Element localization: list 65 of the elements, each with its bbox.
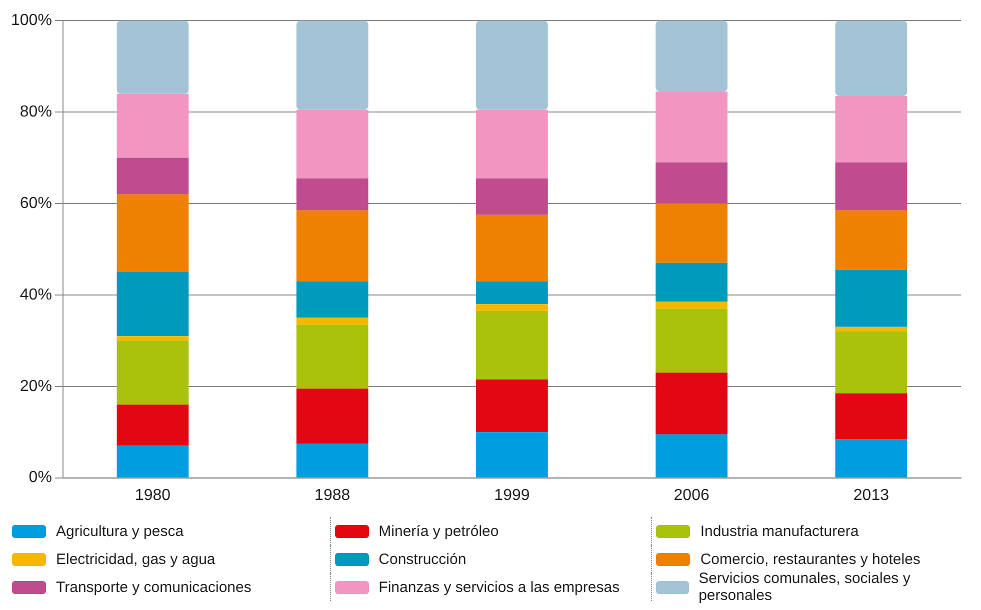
bar [656, 162, 728, 204]
bar [476, 214, 548, 282]
bar [835, 326, 908, 332]
bar [116, 194, 189, 272]
bar [835, 438, 908, 478]
y-tick-label: 0% [28, 469, 52, 486]
bar [656, 308, 728, 373]
bar [296, 324, 368, 389]
bar [835, 331, 908, 394]
bar [296, 318, 368, 325]
bar [116, 272, 189, 336]
x-tick-label: 1980 [134, 486, 171, 504]
bar [835, 270, 908, 327]
bar [116, 404, 189, 446]
bar [476, 281, 548, 304]
bar [835, 96, 908, 162]
bar [835, 162, 908, 210]
x-tick-label: 2006 [674, 486, 710, 504]
legend-label: Transporte y comunicaciones [56, 578, 252, 596]
bar [476, 178, 548, 215]
bar [296, 388, 368, 444]
bar [835, 393, 908, 439]
legend-label: Agricultura y pesca [56, 522, 184, 540]
legend-label: Minería y petróleo [378, 522, 499, 540]
bar [476, 110, 548, 178]
x-tick-label: 1999 [494, 486, 530, 504]
y-tick-label: 40% [20, 286, 52, 304]
bar [476, 432, 548, 478]
bar [296, 178, 368, 210]
bar [656, 372, 728, 434]
legend-label: Comercio, restaurantes y hoteles [700, 550, 920, 568]
legend-label: Electricidad, gas y agua [56, 550, 216, 568]
legend-label: Servicios comunales, sociales y personales [698, 570, 912, 604]
bar [296, 281, 368, 318]
bar [476, 304, 548, 311]
bar [476, 380, 548, 432]
legend-label: Construcción [378, 550, 466, 568]
bar [476, 310, 548, 380]
bar [476, 20, 548, 110]
bar [835, 210, 908, 270]
y-tick-label: 20% [20, 378, 52, 395]
bar [296, 20, 368, 110]
x-tick-label: 2013 [853, 486, 890, 504]
legend-label: Finanzas y servicios a las empresas [378, 578, 620, 596]
bar [296, 110, 368, 178]
bar [656, 20, 728, 92]
bar [116, 158, 189, 194]
bar [656, 302, 728, 309]
bar [116, 20, 189, 94]
bar [656, 203, 728, 263]
legend-label: Industria manufacturera [700, 522, 859, 540]
bar [296, 210, 368, 282]
y-tick-label: 80% [20, 103, 52, 120]
bar [116, 340, 189, 405]
bar [656, 91, 728, 162]
bar [116, 94, 189, 158]
bar [835, 20, 908, 96]
y-tick-label: 60% [20, 194, 52, 212]
bar [656, 262, 728, 302]
bar [656, 434, 728, 478]
bar [296, 444, 368, 478]
y-tick-label: 100% [11, 12, 52, 30]
x-tick-label: 1988 [314, 486, 350, 504]
bar [116, 446, 189, 478]
bar [116, 336, 189, 341]
